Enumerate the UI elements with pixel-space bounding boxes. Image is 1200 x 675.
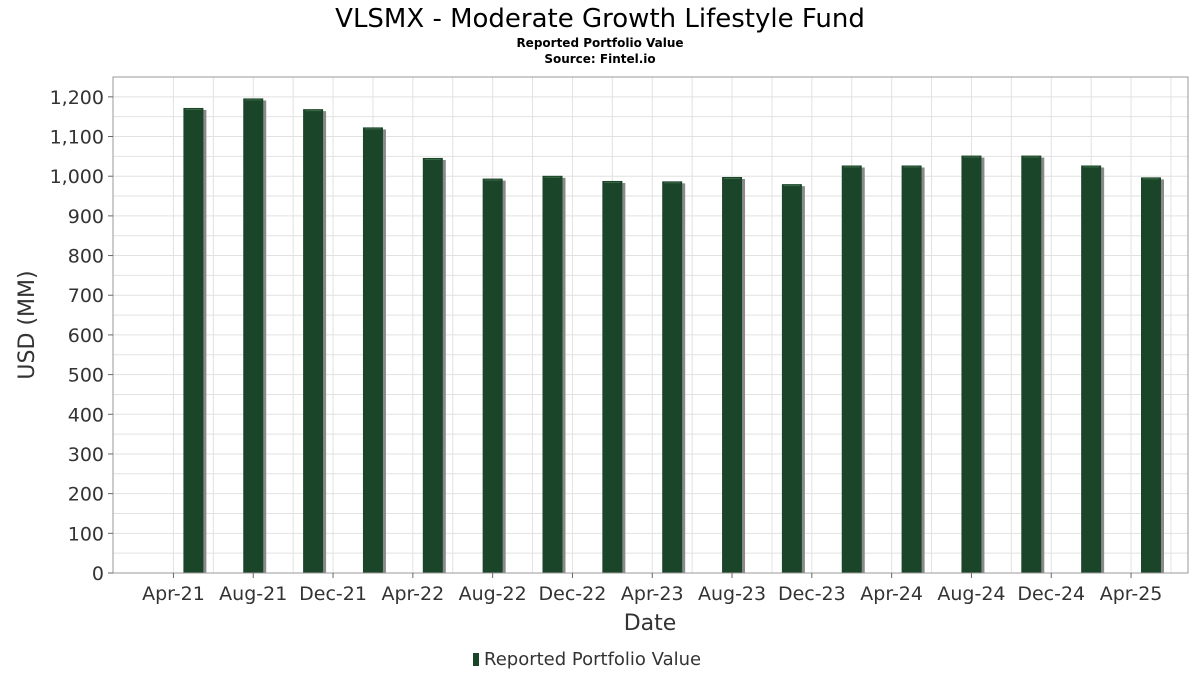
bar-highlight	[245, 99, 262, 101]
bar	[362, 127, 383, 573]
y-tick-label: 1,100	[50, 127, 104, 149]
x-tick-label: Dec-21	[299, 583, 367, 605]
y-tick-label: 0	[92, 563, 104, 585]
bar-highlight	[604, 181, 621, 183]
bar-highlight	[843, 166, 860, 168]
bars-layer	[183, 98, 1164, 574]
bar	[243, 98, 264, 574]
y-tick-label: 700	[68, 285, 104, 307]
bar	[602, 180, 623, 573]
bar	[781, 184, 802, 574]
bar-highlight	[185, 108, 202, 110]
bar-highlight	[364, 128, 381, 130]
y-tick-label: 500	[68, 365, 104, 387]
y-tick-label: 300	[68, 444, 104, 466]
y-axis-ticks: 0 100 200 300 400 500 600 700 800 900 1,000 1,100 1,…	[50, 87, 113, 585]
x-tick-label: Dec-23	[778, 583, 846, 605]
y-tick-label: 400	[68, 404, 104, 426]
x-tick-label: Apr-24	[860, 583, 923, 605]
chart-subtitle: Reported Portfolio Value	[516, 36, 683, 50]
bar-highlight	[305, 110, 322, 112]
bar	[303, 109, 324, 573]
bar	[1141, 177, 1161, 574]
bar	[662, 181, 683, 573]
bar	[183, 107, 204, 573]
bar	[542, 175, 563, 573]
bar	[482, 178, 503, 573]
y-tick-label: 1,000	[50, 166, 104, 188]
bar	[1021, 155, 1042, 573]
x-tick-label: Aug-21	[219, 583, 287, 605]
chart-title: VLSMX - Moderate Growth Lifestyle Fund	[335, 4, 865, 34]
x-tick-label: Aug-22	[459, 583, 527, 605]
plot-area-border	[112, 76, 1189, 574]
legend-entry: Reported Portfolio Value	[484, 649, 701, 670]
bar	[422, 157, 443, 573]
y-tick-label: 900	[68, 206, 104, 228]
bar-highlight	[544, 176, 561, 178]
x-axis-ticks: Apr-21 Aug-21 Dec-21 Apr-22 Aug-22 Dec-22 Apr-…	[142, 573, 1162, 605]
bar-highlight	[1143, 178, 1159, 180]
bar-highlight	[1023, 156, 1040, 158]
x-tick-label: Dec-24	[1017, 583, 1085, 605]
y-tick-label: 200	[68, 484, 104, 506]
bar-highlight	[903, 166, 920, 168]
bar	[722, 176, 743, 574]
y-tick-label: 100	[68, 523, 104, 545]
chart-source: Source: Fintel.io	[544, 52, 655, 66]
x-tick-label: Apr-22	[382, 583, 445, 605]
bar-highlight	[424, 158, 441, 160]
bar-highlight	[963, 156, 980, 158]
x-tick-label: Apr-23	[621, 583, 684, 605]
bar-highlight	[724, 177, 741, 179]
bar	[901, 165, 922, 574]
y-tick-label: 1,200	[50, 87, 104, 109]
bar-highlight	[664, 182, 681, 184]
x-tick-label: Dec-22	[539, 583, 607, 605]
y-axis-label: USD (MM)	[15, 270, 40, 379]
bar	[841, 165, 862, 574]
x-tick-label: Aug-24	[937, 583, 1005, 605]
bar-highlight	[484, 179, 501, 181]
bar	[961, 155, 982, 573]
bar-highlight	[1083, 166, 1100, 168]
bar	[1081, 165, 1102, 574]
x-tick-label: Apr-21	[142, 583, 205, 605]
y-tick-label: 800	[68, 246, 104, 268]
bar-highlight	[783, 185, 800, 187]
legend-swatch	[473, 653, 479, 666]
x-axis-label: Date	[624, 611, 677, 636]
x-tick-label: Apr-25	[1100, 583, 1163, 605]
y-tick-label: 600	[68, 325, 104, 347]
legend: Reported Portfolio Value	[473, 649, 701, 670]
x-tick-label: Aug-23	[698, 583, 766, 605]
